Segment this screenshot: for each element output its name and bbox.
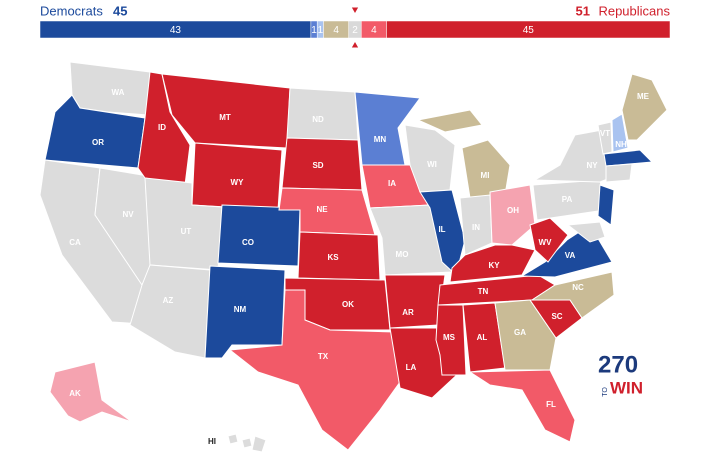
state-label: MT [219, 113, 231, 122]
state[interactable] [494, 299, 557, 371]
state[interactable] [611, 113, 629, 153]
state-label: PA [562, 195, 573, 204]
state[interactable] [461, 139, 511, 199]
state-label: ME [637, 92, 650, 101]
midpoint-arrow [350, 39, 360, 49]
state[interactable] [489, 184, 536, 246]
state-label: NH [615, 140, 627, 149]
state[interactable] [191, 142, 283, 211]
state-label: IN [472, 223, 480, 232]
segment-label: 43 [170, 25, 182, 36]
state[interactable] [605, 163, 633, 183]
midpoint-arrow [350, 6, 360, 16]
seat-segment [386, 20, 671, 39]
segment-label: 4 [371, 25, 377, 36]
state-label: TN [478, 287, 489, 296]
segment-label: 1 [311, 25, 317, 36]
state-label: OK [342, 300, 354, 309]
state-label: CO [242, 238, 254, 247]
state[interactable] [49, 361, 133, 423]
state[interactable] [416, 109, 483, 133]
logo-to: TO [602, 387, 609, 397]
state[interactable] [449, 244, 536, 283]
logo-win: WIN [610, 378, 643, 397]
us-map: WA OR CA NV ID MT WY UT AZ CO NM ND SD NE KS OK TX MN IA MO… [39, 61, 668, 453]
segment-label: 1 [318, 25, 324, 36]
state-label: AZ [163, 296, 174, 305]
state-label: ID [158, 123, 166, 132]
state-label: KS [327, 253, 339, 262]
state[interactable] [204, 265, 286, 359]
state-label: NV [122, 210, 134, 219]
state-label: NC [572, 283, 584, 292]
state[interactable] [354, 91, 421, 166]
state-label: TX [318, 352, 329, 361]
state[interactable] [597, 121, 613, 155]
state-label: MN [374, 135, 387, 144]
state[interactable] [251, 435, 267, 453]
state[interactable] [241, 437, 253, 449]
segment-label: 45 [523, 25, 535, 36]
state-label: AR [402, 308, 414, 317]
state-label: HI [208, 437, 216, 446]
state-label: MO [396, 250, 409, 259]
state[interactable] [297, 231, 381, 281]
state-label: MS [443, 333, 456, 342]
state-label: MI [481, 171, 490, 180]
state-label: WI [427, 160, 437, 169]
logo-number: 270 [598, 351, 638, 378]
state-label: KY [488, 261, 500, 270]
state[interactable] [217, 204, 301, 267]
state-label: WA [112, 88, 125, 97]
state[interactable] [529, 217, 569, 263]
state-label: OH [507, 206, 519, 215]
state[interactable] [566, 221, 606, 243]
state[interactable] [384, 274, 446, 329]
state-label: AL [477, 333, 488, 342]
state-label: VA [565, 251, 576, 260]
state-label: OR [92, 138, 104, 147]
state-label: NY [586, 161, 598, 170]
state-label: IA [388, 179, 396, 188]
state-label: LA [406, 363, 417, 372]
state[interactable] [161, 73, 291, 149]
dem-label: Democrats [40, 3, 103, 18]
state-label: WV [539, 238, 553, 247]
state-label: GA [514, 328, 526, 337]
state-label: SC [551, 312, 562, 321]
state[interactable] [468, 369, 576, 443]
state-label: ND [312, 115, 324, 124]
state-label: WY [231, 178, 245, 187]
state[interactable] [533, 129, 611, 183]
state[interactable] [228, 289, 406, 451]
segment-label: 4 [333, 25, 339, 36]
state[interactable] [621, 73, 668, 141]
state-label: SD [312, 161, 323, 170]
state-label: NM [234, 305, 247, 314]
state-label: VT [600, 129, 610, 138]
state[interactable] [603, 149, 654, 167]
state-label: UT [181, 227, 192, 236]
rep-label: Republicans [598, 3, 670, 18]
state-label: IL [438, 225, 445, 234]
logo: 270 TO WIN [598, 351, 643, 397]
state-label: AK [69, 389, 81, 398]
state-label: NE [316, 205, 328, 214]
segment-label: 2 [352, 25, 358, 36]
state[interactable] [286, 87, 359, 141]
state[interactable] [530, 271, 615, 319]
state[interactable] [69, 61, 151, 116]
state[interactable] [227, 433, 239, 445]
dem-total: 45 [113, 3, 127, 18]
state[interactable] [597, 184, 615, 226]
state-label: FL [546, 400, 556, 409]
rep-total: 51 [576, 3, 590, 18]
state-label: CA [69, 238, 81, 247]
seat-bar: 43 1 1 4 2 4 45 [39, 20, 671, 39]
